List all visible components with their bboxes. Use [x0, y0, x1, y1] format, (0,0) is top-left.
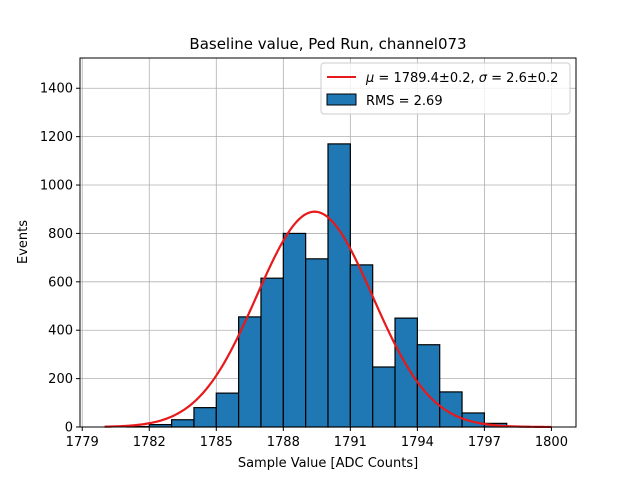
y-tick-label: 400 [48, 324, 73, 339]
histogram-bar [327, 143, 351, 428]
legend-box [320, 62, 571, 115]
fit-curve-layer [104, 210, 552, 429]
x-tick-label: 1788 [267, 435, 300, 450]
histogram-bar [305, 258, 329, 428]
legend-fit-label: μ = 1789.4±0.2, σ = 2.6±0.2 [365, 71, 558, 86]
legend-histogram-label: RMS = 2.69 [366, 94, 443, 109]
y-tick-label: 1000 [40, 179, 73, 194]
histogram-bar [260, 277, 284, 428]
histogram-bar [394, 317, 418, 428]
x-tick-label: 1779 [66, 435, 99, 450]
x-tick-label: 1785 [200, 435, 233, 450]
y-tick-label: 0 [65, 421, 73, 436]
x-axis-label: Sample Value [ADC Counts] [238, 456, 418, 471]
gaussian-fit-curve [104, 210, 552, 429]
x-tick-label: 1797 [468, 435, 501, 450]
histogram-bar [171, 419, 195, 428]
x-tick-label: 1791 [334, 435, 367, 450]
x-tick-label: 1800 [535, 435, 568, 450]
y-tick-label: 800 [48, 227, 73, 242]
y-axis-ticks: 0 200 400 600 800 1000 1200 1400 [40, 82, 80, 436]
legend-sigma-value: = 2.6±0.2 [487, 71, 558, 86]
legend-histogram-swatch [326, 93, 357, 106]
x-tick-label: 1794 [401, 435, 434, 450]
chart-title: Baseline value, Ped Run, channel073 [189, 35, 466, 53]
y-tick-label: 200 [48, 372, 73, 387]
y-tick-label: 600 [48, 275, 73, 290]
histogram-bar [193, 407, 217, 428]
y-tick-label: 1200 [40, 130, 73, 145]
y-axis-label: Events [16, 220, 31, 264]
legend: μ = 1789.4±0.2, σ = 2.6±0.2 RMS = 2.69 [320, 62, 571, 115]
histogram-bar [282, 232, 307, 428]
x-axis-ticks: 1779 1782 1785 1788 1791 1794 1797 1800 [66, 427, 568, 450]
legend-sigma-symbol: σ [479, 71, 488, 86]
histogram-bar [215, 392, 240, 428]
plot-frame [79, 57, 577, 428]
histogram-bar [238, 316, 262, 428]
x-tick-label: 1782 [133, 435, 166, 450]
y-tick-label: 1400 [40, 82, 73, 97]
histogram-bar [372, 366, 396, 428]
legend-mu-symbol: μ [365, 71, 374, 86]
legend-mu-value: = 1789.4±0.2, [374, 71, 478, 86]
